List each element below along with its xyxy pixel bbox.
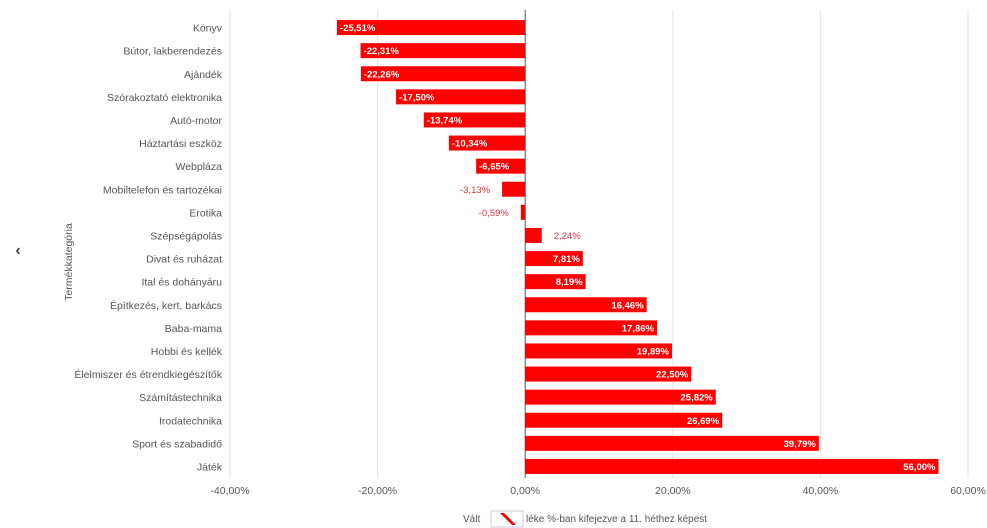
data-label: -22,31% [364,46,400,57]
category-label: Ajándék [184,69,223,81]
category-label: Baba-mama [165,323,222,335]
category-label: Divat és ruházat [146,254,222,266]
category-labels: Könyv Bútor, lakberendezés Ajándék Szórakoz… [74,23,222,474]
x-tick-labels: -40,00% -20,00% 0,00% 20,00% 40,00% 60,00% [210,485,985,497]
bar[interactable] [521,205,525,220]
data-label: -17,50% [399,92,435,103]
data-label: -25,51% [340,23,376,34]
y-axis-title: Termékkategória [63,223,75,301]
category-label: Ital és dohányáru [141,277,222,289]
data-label: 2,24% [554,231,581,242]
data-label: -10,34% [452,139,488,150]
x-tick-label: 20,00% [655,485,691,497]
gridlines [230,10,968,478]
category-label: Irodatechnika [159,415,222,427]
x-tick-label: -40,00% [210,485,249,497]
bar[interactable] [525,228,542,243]
category-label: Élelmiszer és étrendkiegészítők [74,368,222,381]
data-label: -13,74% [427,115,463,126]
data-label: 22,50% [656,370,689,381]
legend-text: léke %-ban kifejezve a 11. héthez képest [526,514,707,525]
legend-prefix: Vált [463,514,480,525]
data-label: 8,19% [556,277,583,288]
category-label: Játék [197,461,223,473]
legend: Vált léke %-ban kifejezve a 11. héthez k… [463,511,707,527]
category-label: Mobiltelefon és tartozékai [103,184,222,196]
category-label: Erotika [189,207,222,219]
category-label: Webpláza [175,161,222,173]
x-tick-label: 0,00% [510,485,540,497]
category-label: Autó-motor [170,115,222,127]
data-label: 26,69% [687,416,720,427]
bars: -25,51% -22,31% -22,26% -17,50% -13,74% -10,3… [337,20,939,474]
data-label: -6,65% [479,162,510,173]
category-label: Szépségápolás [150,230,222,242]
x-tick-label: -20,00% [358,485,397,497]
category-label: Sport és szabadidő [132,438,222,450]
data-label: -0,59% [479,208,510,219]
category-label: Szórakoztató elektronika [107,92,222,104]
data-label: 39,79% [784,439,817,450]
category-label: Hobbi és kellék [151,346,223,358]
x-tick-label: 60,00% [950,485,986,497]
data-label: 56,00% [903,462,936,473]
bar[interactable] [502,182,525,197]
x-tick-label: 40,00% [803,485,839,497]
data-label: 16,46% [611,300,644,311]
category-label: Számítástechnika [139,392,222,404]
category-label: Építkezés, kert, barkács [110,299,222,312]
category-label: Háztartási eszköz [139,138,222,150]
data-label: 19,89% [637,346,670,357]
bar[interactable] [525,436,819,451]
data-label: -3,13% [460,185,491,196]
data-label: -22,26% [364,69,400,80]
data-label: 17,86% [622,323,655,334]
data-label: 7,81% [553,254,580,265]
bar[interactable] [525,459,938,474]
category-label: Bútor, lakberendezés [123,46,222,58]
category-label: Könyv [193,23,223,35]
data-label: 25,82% [681,393,714,404]
